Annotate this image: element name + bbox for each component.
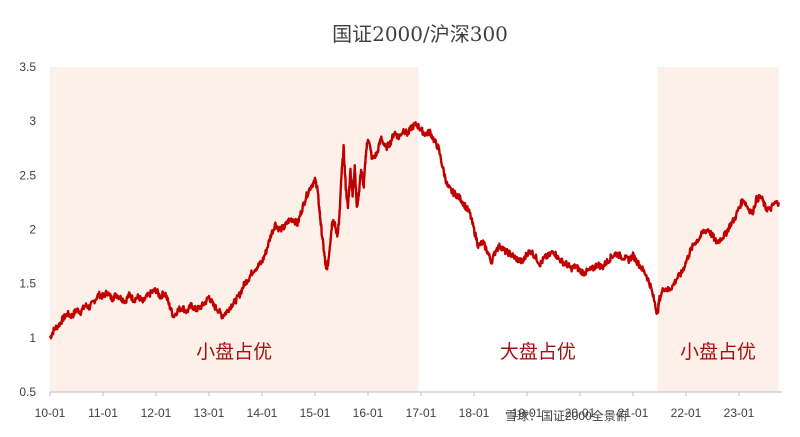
x-tick-label: 12-01 bbox=[141, 406, 172, 420]
x-tick-label: 18-01 bbox=[459, 406, 490, 420]
y-tick-label: 2.5 bbox=[19, 168, 36, 182]
x-tick-label: 17-01 bbox=[406, 406, 437, 420]
y-tick-label: 0.5 bbox=[19, 385, 36, 399]
x-tick-label: 19-01 bbox=[512, 406, 543, 420]
x-tick-label: 14-01 bbox=[247, 406, 278, 420]
regions-layer bbox=[50, 67, 779, 392]
x-tick-label: 11-01 bbox=[88, 406, 118, 420]
x-tick-label: 21-01 bbox=[618, 406, 649, 420]
watermark-text: 雪球：国证2000全景俯 bbox=[505, 408, 628, 423]
region-label-0: 小盘占优 bbox=[196, 341, 272, 363]
series-line bbox=[48, 121, 780, 340]
y-tick-label: 3 bbox=[29, 114, 36, 128]
region-label-1: 大盘占优 bbox=[500, 341, 576, 363]
y-tick-label: 1.5 bbox=[19, 277, 36, 291]
x-tick-label: 10-01 bbox=[35, 406, 66, 420]
axes-layer: 0.5 1 1.5 2 2.5 3 3.5 10-01 11-01 12-01 13-01 14-01… bbox=[19, 60, 782, 420]
region-shade-2 bbox=[657, 67, 779, 392]
chart-title: 国证2000/沪深300 bbox=[332, 22, 508, 46]
x-tick-label: 15-01 bbox=[300, 406, 331, 420]
y-tick-label: 3.5 bbox=[19, 60, 36, 74]
x-tick-label: 22-01 bbox=[671, 406, 702, 420]
x-tick-label: 20-01 bbox=[565, 406, 596, 420]
x-tick-label: 23-01 bbox=[724, 406, 755, 420]
y-tick-label: 2 bbox=[29, 223, 36, 237]
region-label-2: 小盘占优 bbox=[680, 341, 756, 363]
x-tick-label: 13-01 bbox=[194, 406, 225, 420]
region-shade-0 bbox=[50, 67, 419, 392]
line-layer bbox=[48, 121, 780, 340]
x-tick-label: 16-01 bbox=[353, 406, 384, 420]
y-tick-label: 1 bbox=[29, 331, 36, 345]
